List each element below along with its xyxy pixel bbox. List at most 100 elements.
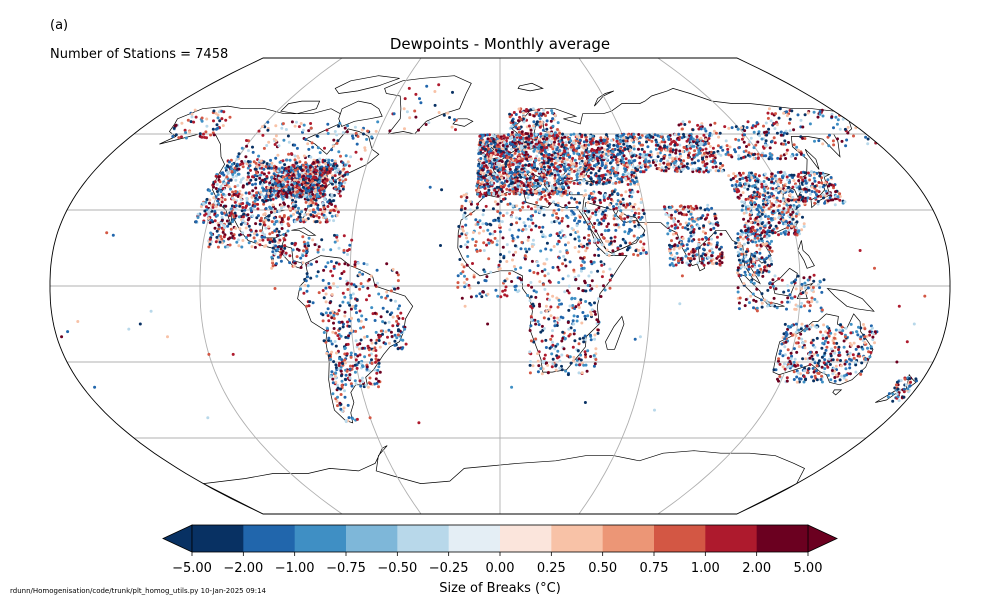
station-marker <box>237 192 241 196</box>
station-marker <box>335 164 339 168</box>
station-marker <box>263 244 267 248</box>
station-marker <box>662 138 665 142</box>
station-marker <box>252 236 256 240</box>
station-marker <box>685 162 689 166</box>
station-marker <box>656 155 660 159</box>
station-marker <box>244 222 247 226</box>
station-marker <box>641 153 645 157</box>
station-marker <box>210 218 214 222</box>
station-marker <box>224 166 228 170</box>
station-marker <box>709 123 713 127</box>
station-marker <box>213 209 217 213</box>
station-marker <box>208 242 212 246</box>
station-marker <box>256 198 260 202</box>
station-marker <box>318 157 322 161</box>
station-marker <box>487 147 491 151</box>
station-marker <box>566 149 570 153</box>
station-marker <box>321 278 325 282</box>
station-marker <box>567 186 571 190</box>
station-marker <box>693 161 697 165</box>
station-marker <box>772 203 776 207</box>
station-marker <box>555 179 559 183</box>
station-marker <box>205 124 209 128</box>
station-marker <box>365 365 369 369</box>
station-marker <box>218 119 222 123</box>
station-marker <box>588 134 592 138</box>
station-marker <box>507 165 511 169</box>
station-marker <box>365 137 369 141</box>
station-marker <box>262 172 266 176</box>
station-marker <box>506 133 510 137</box>
station-marker <box>787 185 791 189</box>
station-marker <box>654 163 658 167</box>
station-marker <box>602 152 606 156</box>
station-markers <box>60 83 927 425</box>
station-marker <box>328 198 332 202</box>
station-marker <box>548 134 552 138</box>
station-marker <box>327 354 331 358</box>
station-marker <box>321 192 325 196</box>
station-marker <box>286 134 290 138</box>
station-marker <box>570 177 573 180</box>
station-marker <box>345 130 349 134</box>
station-marker <box>606 144 610 148</box>
station-marker <box>517 182 520 186</box>
station-marker <box>324 265 328 269</box>
station-marker <box>228 214 232 218</box>
station-marker <box>233 211 237 215</box>
station-marker <box>335 399 339 403</box>
station-marker <box>622 132 626 136</box>
station-marker <box>234 190 238 193</box>
station-marker <box>367 278 371 281</box>
station-marker <box>241 176 245 180</box>
station-marker <box>326 170 330 174</box>
station-marker <box>740 137 744 141</box>
station-marker <box>343 358 347 362</box>
station-marker <box>223 182 227 186</box>
station-marker <box>519 180 523 184</box>
station-marker <box>245 204 248 208</box>
station-marker <box>295 217 299 221</box>
station-marker <box>283 163 287 167</box>
station-marker <box>215 229 219 233</box>
station-marker <box>244 155 248 159</box>
station-marker <box>326 327 329 330</box>
station-marker <box>335 141 339 145</box>
station-marker <box>322 181 326 185</box>
station-marker <box>226 181 230 185</box>
station-marker <box>385 310 389 314</box>
station-marker <box>642 170 646 174</box>
station-marker <box>307 178 311 182</box>
station-marker <box>228 236 232 240</box>
station-marker <box>293 154 297 158</box>
station-marker <box>336 139 340 143</box>
station-marker <box>538 191 542 195</box>
station-marker <box>354 358 358 362</box>
station-marker <box>194 220 198 224</box>
station-marker <box>746 153 750 157</box>
station-marker <box>747 143 751 147</box>
station-marker <box>618 152 622 156</box>
landmass-borneo <box>772 267 798 297</box>
station-marker <box>316 146 320 150</box>
station-marker <box>246 233 250 237</box>
station-marker <box>336 386 340 390</box>
station-marker <box>664 169 668 173</box>
station-marker <box>241 202 245 205</box>
station-marker <box>638 161 642 165</box>
station-marker <box>601 173 605 177</box>
station-marker <box>309 126 313 130</box>
station-marker <box>773 174 777 178</box>
station-marker <box>241 219 245 223</box>
station-marker <box>624 157 628 161</box>
station-marker <box>212 133 216 137</box>
station-marker <box>240 193 244 197</box>
station-marker <box>695 135 699 139</box>
station-marker <box>589 183 593 187</box>
station-marker <box>230 167 233 171</box>
station-marker <box>796 148 800 152</box>
station-marker <box>354 339 358 343</box>
station-marker <box>329 375 333 379</box>
station-marker <box>843 127 847 131</box>
station-marker <box>637 147 640 151</box>
